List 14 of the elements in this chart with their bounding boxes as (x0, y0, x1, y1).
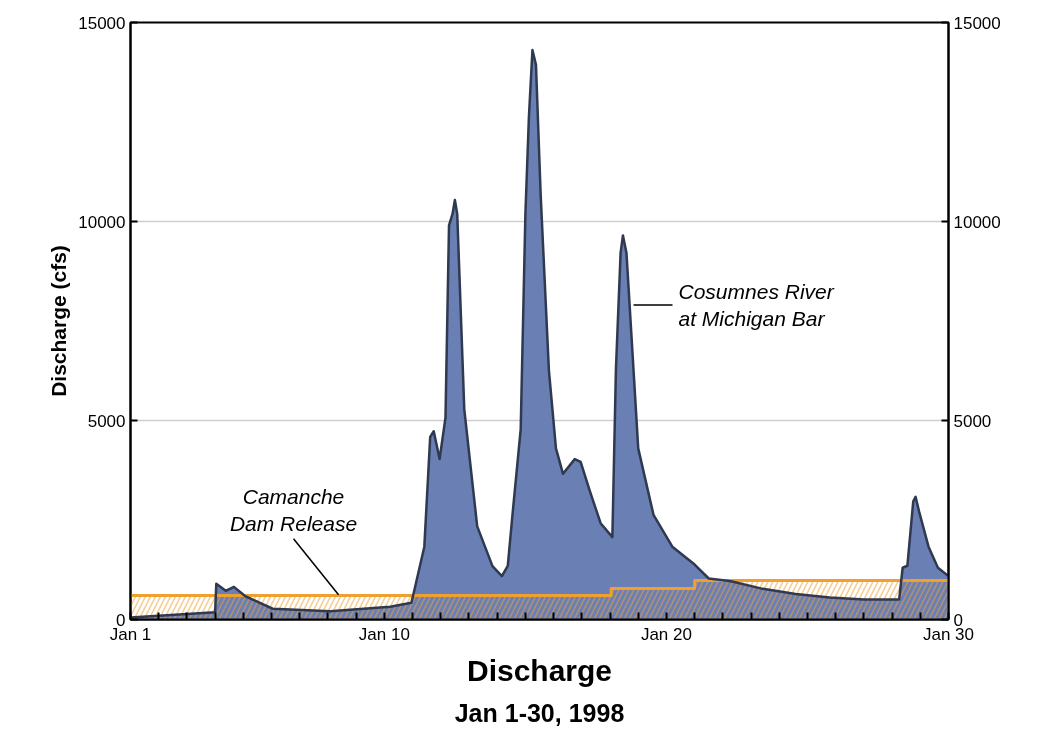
y-tick-label: 5000 (87, 411, 126, 431)
y-axis-title: Discharge (cfs) (47, 245, 71, 397)
annotation: Cosumnes River at Michigan Bar (678, 280, 835, 330)
y2-tick-label: 10000 (953, 212, 1001, 232)
text: Jan 1-30, 1998 (454, 698, 625, 727)
y2-tick-label: 5000 (953, 411, 992, 431)
y-tick-label: 10000 (78, 212, 126, 232)
x-tick-label: Jan 20 (640, 624, 692, 644)
x-tick-label: Jan 10 (358, 624, 410, 644)
y-tick-label: 15000 (78, 13, 126, 33)
text: Discharge (466, 653, 613, 687)
y2-tick-label: 15000 (953, 13, 1001, 33)
y-tick-label: 0 (116, 610, 126, 630)
annotation: Camanche Dam Release (229, 485, 358, 535)
